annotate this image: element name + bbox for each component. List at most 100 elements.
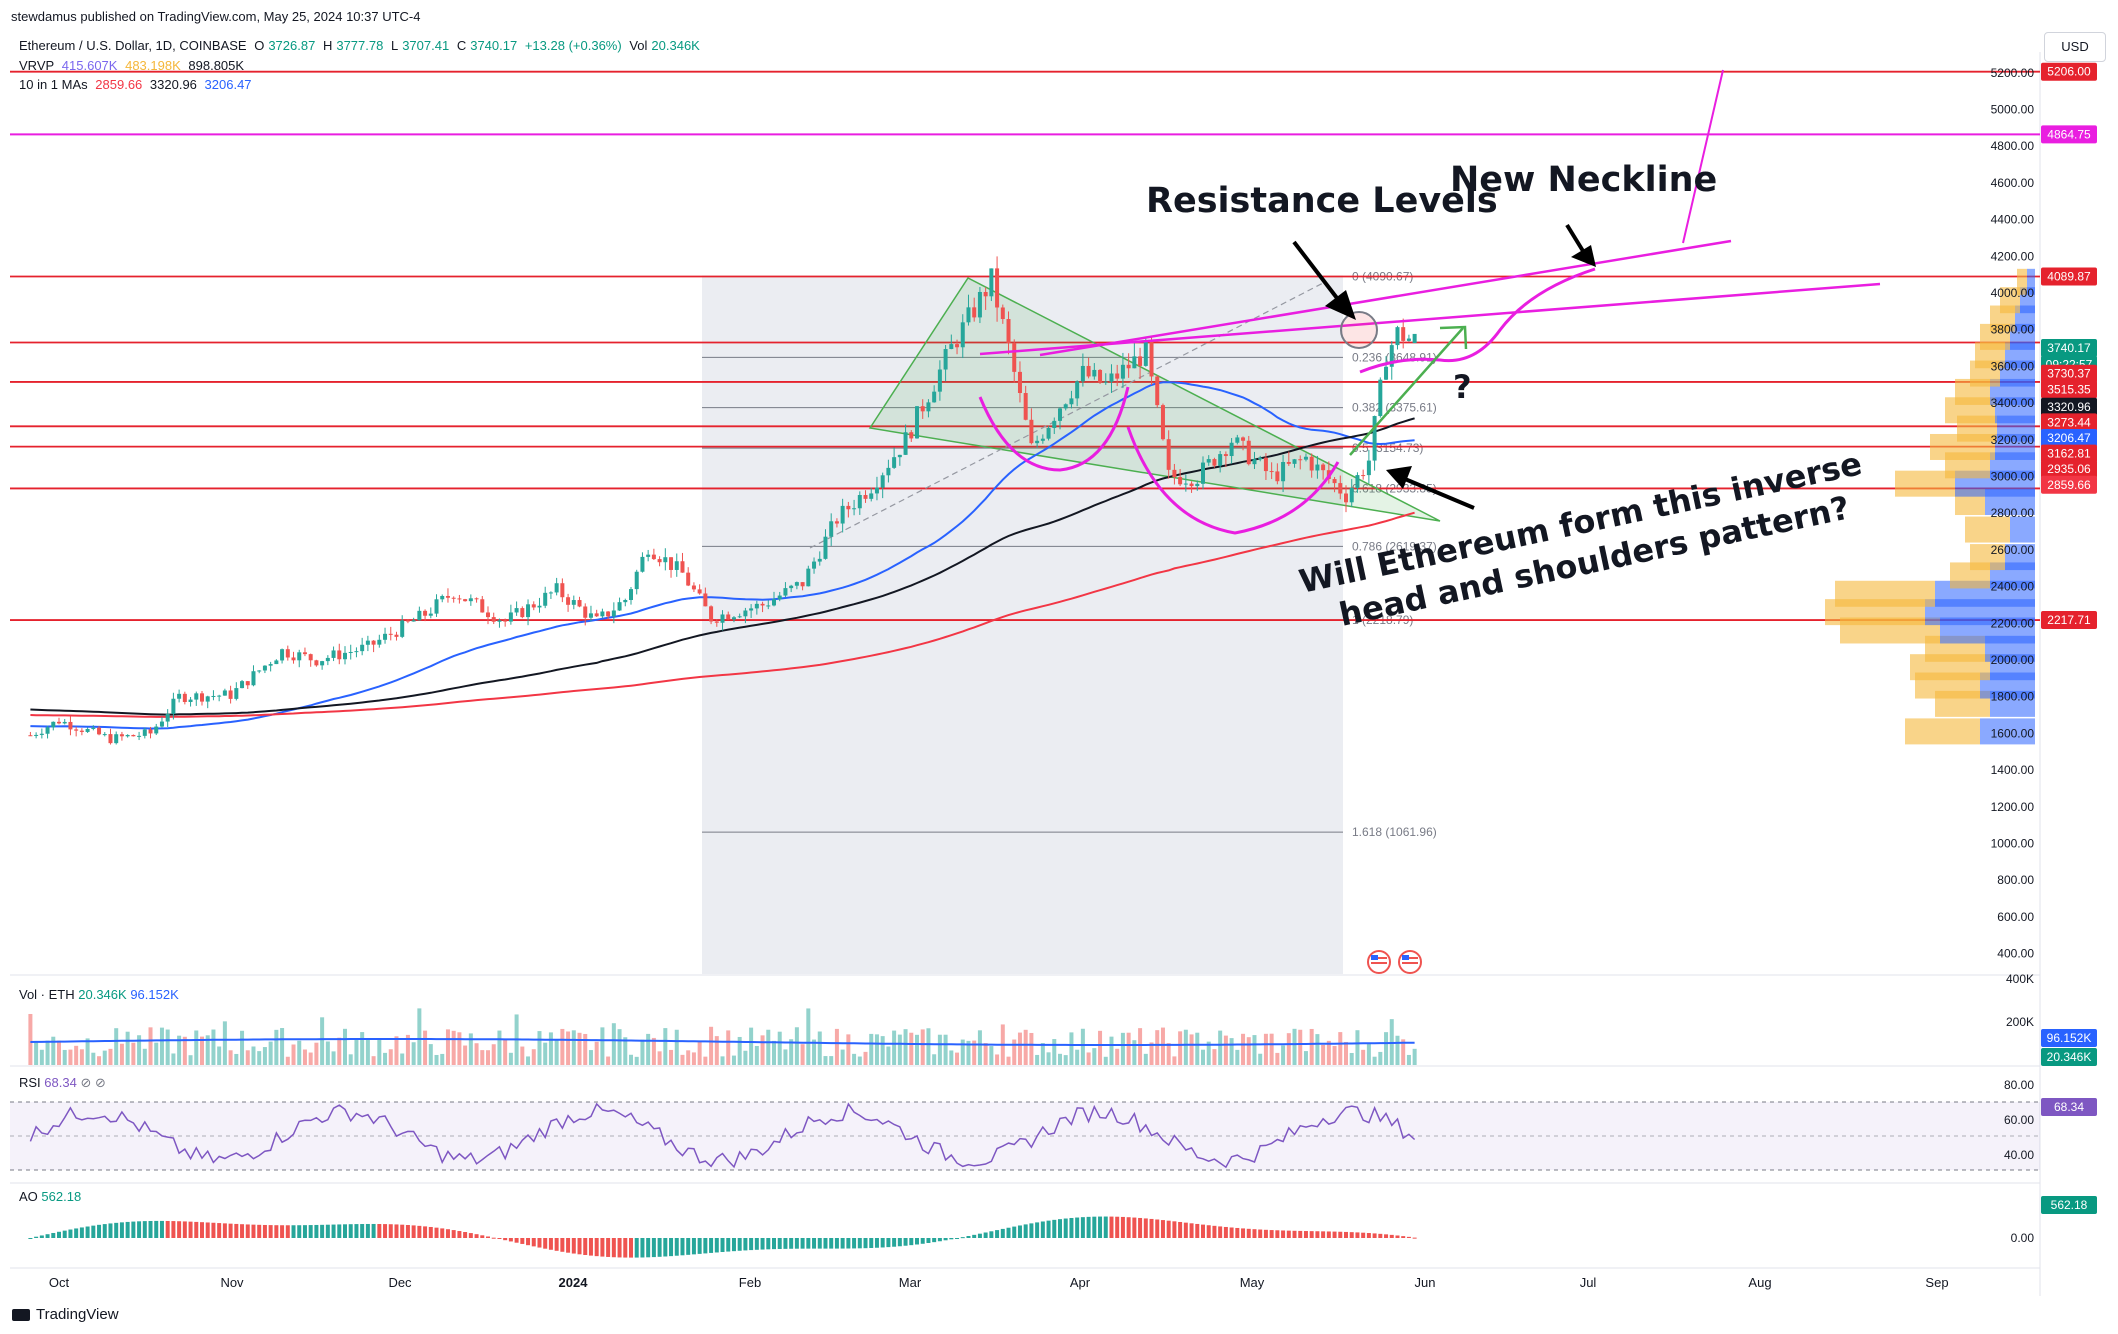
ao-bar <box>1275 1230 1280 1238</box>
triangle-pattern <box>868 277 1441 522</box>
ao-bar <box>394 1224 399 1238</box>
ma1-value: 2859.66 <box>95 77 143 92</box>
ao-bar <box>1075 1217 1080 1238</box>
candle-body <box>583 606 588 618</box>
ao-bar <box>812 1238 817 1249</box>
price-tag <box>2041 267 2097 286</box>
candle-body <box>434 599 439 614</box>
candle-body <box>1058 408 1062 421</box>
volume-bars <box>28 1008 1417 1065</box>
ao-bar <box>1246 1228 1251 1238</box>
volume-bar <box>926 1028 931 1065</box>
candle-body <box>812 561 817 569</box>
volume-bar <box>445 1029 450 1065</box>
volume-bar <box>772 1040 776 1065</box>
candle-body <box>119 734 124 737</box>
ao-label: AO <box>19 1189 38 1204</box>
ao-bar <box>1298 1230 1303 1238</box>
candle-body <box>543 592 548 606</box>
ao-bar <box>1223 1226 1228 1238</box>
ao-bar <box>159 1220 164 1238</box>
ao-bar <box>137 1221 142 1238</box>
candle-body <box>200 693 204 702</box>
volume-bar <box>829 1056 834 1065</box>
ao-bar <box>577 1238 582 1255</box>
volume-bar <box>1395 1035 1400 1065</box>
volume-bar <box>1201 1049 1205 1065</box>
candle-body <box>1138 356 1143 366</box>
candle-body <box>669 557 674 570</box>
price-tag-text: 5206.00 <box>2047 65 2091 79</box>
ao-bar <box>926 1238 931 1243</box>
candle-body <box>863 495 868 499</box>
ma3-value: 3206.47 <box>204 77 252 92</box>
candle-body <box>1075 381 1080 399</box>
ao-bar <box>966 1236 971 1238</box>
ao-bar <box>1309 1231 1314 1238</box>
volume-bar <box>1080 1028 1085 1065</box>
candle-body <box>737 616 742 618</box>
volume-bar <box>119 1043 124 1065</box>
candle-body <box>1366 460 1371 476</box>
volume-bar <box>537 1031 542 1065</box>
candle-body <box>1052 420 1057 428</box>
candle-body <box>680 561 685 573</box>
volume-bar <box>74 1045 79 1065</box>
candle-body <box>142 729 147 736</box>
volume-bar <box>903 1029 908 1065</box>
candle-body <box>611 610 616 617</box>
candle-body <box>1286 462 1291 464</box>
volume-bar <box>852 1053 857 1065</box>
candle-body <box>960 322 965 348</box>
volume-bar <box>1218 1030 1223 1065</box>
ao-bar <box>125 1221 130 1238</box>
ao-bar <box>937 1238 942 1242</box>
ao-bar <box>1366 1233 1371 1238</box>
candle-body <box>995 268 1000 308</box>
volume-bar <box>211 1029 216 1065</box>
y-tick-label: 4800.00 <box>1991 139 2035 153</box>
candle-body <box>897 454 902 458</box>
ao-bar <box>783 1238 788 1249</box>
change-value: +13.28 (+0.36%) <box>524 38 622 53</box>
candle-body <box>1069 398 1074 405</box>
ao-bar <box>205 1222 210 1238</box>
ao-bar <box>1149 1218 1154 1238</box>
ao-bar <box>262 1224 267 1238</box>
candle-body <box>886 467 891 476</box>
candle-body <box>1029 419 1034 444</box>
fib-label: 1.618 (1061.96) <box>1352 825 1437 839</box>
candle-body <box>1023 393 1028 420</box>
candle-body <box>1195 483 1200 487</box>
volume-bar <box>1303 1051 1308 1065</box>
candle-body <box>365 640 370 645</box>
y-tick-label: 3000.00 <box>1991 470 2035 484</box>
candle-body <box>537 605 542 608</box>
tradingview-brand[interactable]: TradingView <box>12 1306 119 1323</box>
y-tick-label: 2200.00 <box>1991 616 2035 630</box>
currency-button[interactable]: USD <box>2044 32 2106 62</box>
ao-bar <box>1338 1231 1343 1238</box>
ao-bar <box>869 1238 874 1248</box>
candle-body <box>674 561 679 570</box>
candle-body <box>955 344 960 348</box>
eye-icon[interactable]: ⊘ ⊘ <box>80 1075 106 1090</box>
price-tag-text: 3515.35 <box>2047 382 2091 396</box>
fib-background <box>702 277 1343 974</box>
volume-bar <box>423 1030 428 1065</box>
vrvp-legend: VRVP 415.607K 483.198K 898.805K <box>19 58 248 73</box>
volume-bar <box>1023 1029 1028 1065</box>
ao-bar <box>280 1225 285 1238</box>
candle-body <box>497 620 502 622</box>
ao-bar <box>640 1238 645 1258</box>
volume-bar <box>228 1050 233 1065</box>
ao-bar <box>302 1225 307 1238</box>
candle-body <box>857 495 862 509</box>
ao-bar <box>291 1225 296 1238</box>
candle-body <box>1189 483 1194 487</box>
candle-body <box>594 613 599 617</box>
candle-body <box>1406 338 1411 341</box>
candle-body <box>977 291 982 318</box>
ao-bar <box>566 1238 571 1253</box>
